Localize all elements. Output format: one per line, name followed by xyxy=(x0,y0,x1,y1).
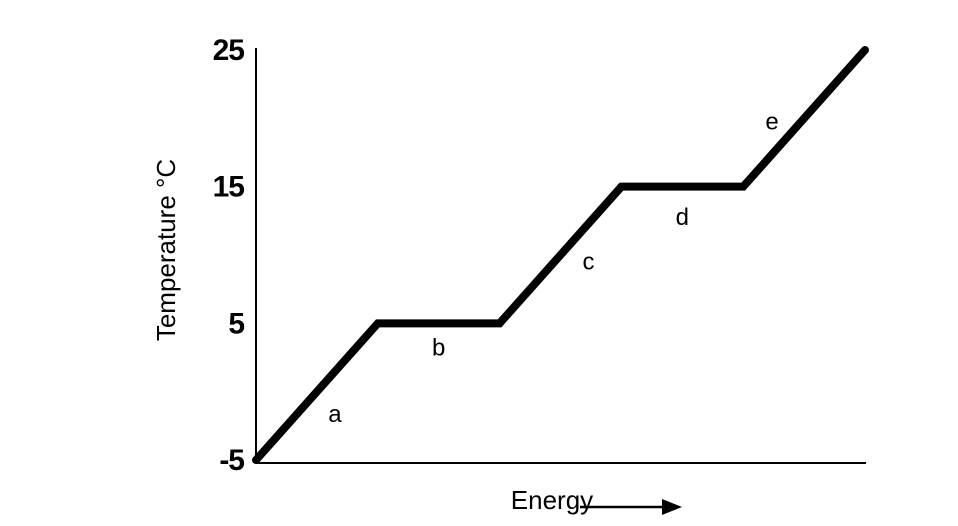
segment-label: b xyxy=(432,335,445,362)
segment-label: a xyxy=(328,401,342,428)
segment-label: c xyxy=(583,248,595,275)
y-tick-label: 5 xyxy=(228,307,244,340)
arrow-head xyxy=(662,499,682,515)
data-line xyxy=(252,46,869,464)
x-axis-label: Energy xyxy=(511,485,593,515)
y-tick-label: 25 xyxy=(213,34,245,67)
y-tick-label: -5 xyxy=(219,444,244,477)
y-tick-label: 15 xyxy=(213,171,245,204)
y-axis-label: Temperature °C xyxy=(151,159,181,341)
segment-label: d xyxy=(676,204,689,231)
segment-label: e xyxy=(765,109,778,136)
